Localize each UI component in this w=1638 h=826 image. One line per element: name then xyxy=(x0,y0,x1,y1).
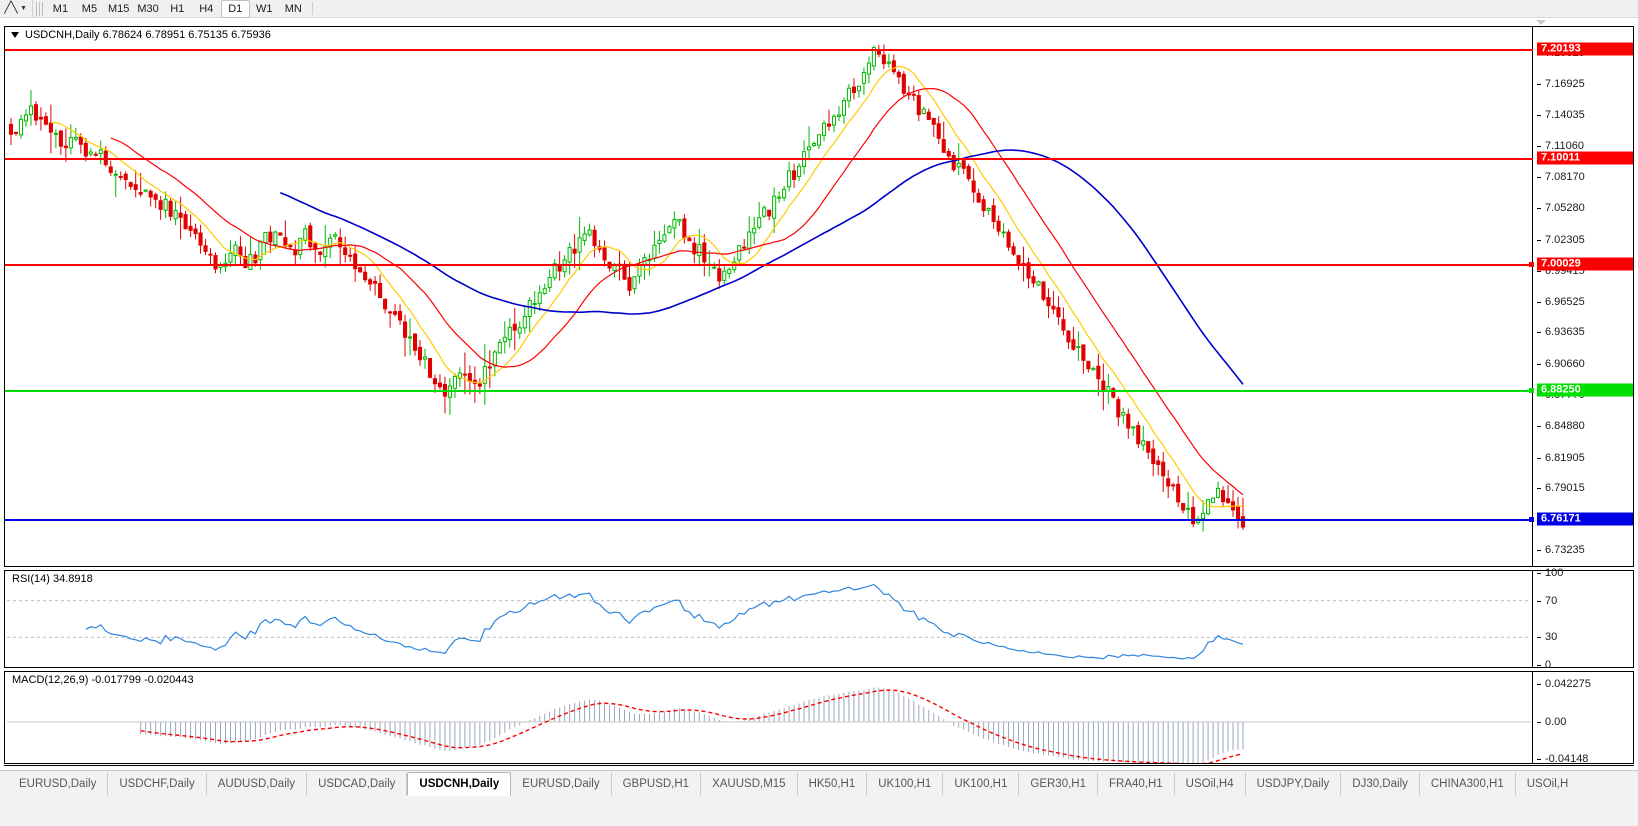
toolbar-divider xyxy=(311,2,313,15)
chart-tab-eurusd-daily[interactable]: EURUSD,Daily xyxy=(511,773,612,795)
rsi-tick-label: 0 xyxy=(1537,659,1633,671)
price-tick-label: 7.11060 xyxy=(1537,140,1633,152)
price-tick-label: 6.81905 xyxy=(1537,452,1633,464)
price-tick-label: 7.05280 xyxy=(1537,202,1633,214)
chart-tab-hk50-h1[interactable]: HK50,H1 xyxy=(798,773,868,795)
chart-symbol-label: USDCNH,Daily 6.78624 6.78951 6.75135 6.7… xyxy=(11,29,271,41)
timeframe-button-m5[interactable]: M5 xyxy=(81,3,98,15)
price-tick-label: 7.14035 xyxy=(1537,109,1633,121)
rsi-tick-label: 30 xyxy=(1537,631,1633,643)
timeframe-button-d1[interactable]: D1 xyxy=(220,0,250,18)
price-tick-label: 7.16925 xyxy=(1537,78,1633,90)
level-price-badge-7-00029: 7.00029 xyxy=(1537,257,1633,271)
price-tick-label: 7.08170 xyxy=(1537,171,1633,183)
price-tick-label: 6.84880 xyxy=(1537,420,1633,432)
chart-tab-xauusd-m15[interactable]: XAUUSD,M15 xyxy=(701,773,798,795)
timeframe-button-group: M1 M5 M15 M30 H1 H4 D1 W1 MN xyxy=(46,0,308,18)
window-collapse-caret-icon[interactable] xyxy=(1536,20,1546,25)
chart-tab-dj30-daily[interactable]: DJ30,Daily xyxy=(1341,773,1420,795)
rsi-indicator-panel[interactable]: RSI(14) 34.8918 100 70 30 0 xyxy=(4,567,1634,671)
price-tick-label: 7.02305 xyxy=(1537,234,1633,246)
level-line-anchor[interactable] xyxy=(1529,387,1534,393)
candlestick-plot xyxy=(8,44,1246,532)
level-price-badge-7-20193: 7.20193 xyxy=(1537,42,1633,56)
timeframe-button-m1[interactable]: M1 xyxy=(52,3,69,15)
price-axis-divider xyxy=(1532,27,1533,566)
price-tick-label: 6.96525 xyxy=(1537,296,1633,308)
chart-collapse-icon[interactable] xyxy=(11,32,19,38)
price-tick-label: 6.93635 xyxy=(1537,326,1633,338)
timeframe-button-w1[interactable]: W1 xyxy=(256,3,273,15)
rsi-label: RSI(14) 34.8918 xyxy=(12,573,93,585)
level-line-6-76171[interactable] xyxy=(5,518,1533,521)
level-line-7-10011[interactable] xyxy=(5,157,1533,160)
price-chart-panel[interactable]: USDCNH,Daily 6.78624 6.78951 6.75135 6.7… xyxy=(4,26,1634,567)
chart-tab-audusd-daily[interactable]: AUDUSD,Daily xyxy=(207,773,308,795)
price-tick-label: 6.79015 xyxy=(1537,482,1633,494)
macd-tick-label: 0.00 xyxy=(1537,716,1633,728)
macd-indicator-panel[interactable]: MACD(12,26,9) -0.017799 -0.020443 0.0422… xyxy=(4,671,1634,765)
chart-tab-usoil-h4[interactable]: USOil,H4 xyxy=(1175,773,1246,795)
dropdown-caret-icon[interactable]: ▼ xyxy=(20,5,27,12)
rsi-tick-label: 100 xyxy=(1537,567,1633,579)
macd-histogram-plot xyxy=(7,687,1531,763)
toolbar-cursor-group[interactable]: ╱╲ ▼ xyxy=(0,0,33,17)
rsi-line-plot xyxy=(7,583,1531,660)
level-line-anchor[interactable] xyxy=(1529,516,1534,522)
chart-tabs: EURUSD,Daily USDCHF,Daily AUDUSD,Daily USDC… xyxy=(8,772,1579,797)
level-price-badge-6-88250: 6.88250 xyxy=(1537,383,1633,397)
chart-tab-usdcnh-daily[interactable]: USDCNH,Daily xyxy=(407,772,512,796)
timeframe-button-mn[interactable]: MN xyxy=(284,3,302,15)
macd-tick-label: -0.04148 xyxy=(1537,753,1633,765)
chart-tab-ger30-h1[interactable]: GER30,H1 xyxy=(1019,773,1098,795)
timeframe-button-h1[interactable]: H1 xyxy=(170,3,185,15)
chart-tab-eurusd-daily[interactable]: EURUSD,Daily xyxy=(8,773,109,795)
chart-tab-usdchf-daily[interactable]: USDCHF,Daily xyxy=(108,773,207,795)
price-tick-label: 6.73235 xyxy=(1537,544,1633,556)
rsi-axis-divider xyxy=(1532,571,1533,667)
chart-tab-fra40-h1[interactable]: FRA40,H1 xyxy=(1098,773,1175,795)
timeframe-button-m15[interactable]: M15 xyxy=(107,3,130,15)
macd-tick-label: 0.042275 xyxy=(1537,678,1633,690)
chart-tab-usoil-h[interactable]: USOil,H xyxy=(1526,778,1569,790)
timeframe-button-h4[interactable]: H4 xyxy=(199,3,214,15)
rsi-tick-label: 70 xyxy=(1537,595,1633,607)
level-line-7-20193[interactable] xyxy=(5,48,1533,51)
chart-tab-bar: EURUSD,Daily USDCHF,Daily AUDUSD,Daily USDC… xyxy=(0,770,1638,826)
chart-symbol-text: USDCNH,Daily 6.78624 6.78951 6.75135 6.7… xyxy=(25,29,271,41)
chart-window: USDCNH,Daily 6.78624 6.78951 6.75135 6.7… xyxy=(0,18,1638,781)
chart-tab-china300-h1[interactable]: CHINA300,H1 xyxy=(1420,773,1516,795)
level-line-6-88250[interactable] xyxy=(5,389,1533,392)
timeframe-button-m30[interactable]: M30 xyxy=(137,3,159,15)
price-tick-label: 6.90660 xyxy=(1537,358,1633,370)
top-toolbar: ╱╲ ▼ M1 M5 M15 M30 H1 H4 D1 W1 MN xyxy=(0,0,1638,18)
level-price-badge-6-76171: 6.76171 xyxy=(1537,512,1633,526)
level-line-7-00029[interactable] xyxy=(5,264,1533,267)
chart-tab-uk100-h1[interactable]: UK100,H1 xyxy=(943,773,1020,795)
chart-tab-uk100-h1[interactable]: UK100,H1 xyxy=(867,773,944,795)
macd-axis-divider xyxy=(1532,672,1533,763)
drag-grip-icon[interactable] xyxy=(35,2,43,16)
chart-tab-gbpusd-h1[interactable]: GBPUSD,H1 xyxy=(612,773,702,795)
level-price-badge-7-10011: 7.10011 xyxy=(1537,151,1633,165)
chart-tab-usdjpy-daily[interactable]: USDJPY,Daily xyxy=(1246,773,1342,795)
macd-label: MACD(12,26,9) -0.017799 -0.020443 xyxy=(12,674,194,686)
chart-tab-usdcad-daily[interactable]: USDCAD,Daily xyxy=(307,773,408,795)
level-line-anchor[interactable] xyxy=(1529,262,1534,268)
cursor-crosshair-icon[interactable]: ╱╲ xyxy=(4,2,18,14)
